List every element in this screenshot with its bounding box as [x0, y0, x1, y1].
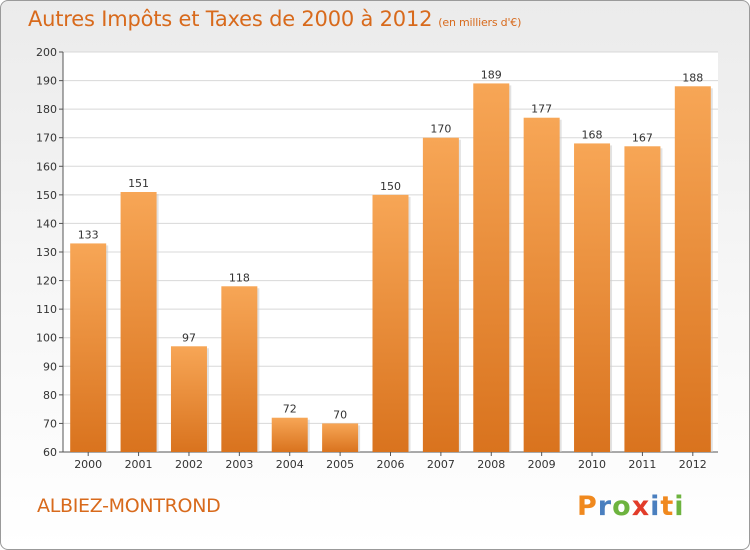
data-label: 170 — [430, 123, 451, 136]
data-label: 151 — [128, 177, 149, 190]
x-tick-label: 2000 — [74, 458, 102, 471]
x-tick-label: 2001 — [125, 458, 153, 471]
x-tick-label: 2012 — [679, 458, 707, 471]
logo-letter: r — [597, 491, 613, 522]
logo-letter: t — [660, 491, 675, 522]
y-tick-label: 200 — [36, 46, 57, 59]
x-tick-label: 2011 — [628, 458, 656, 471]
y-tick-label: 100 — [36, 332, 57, 345]
y-tick-label: 60 — [43, 446, 57, 459]
bar — [372, 194, 409, 452]
bar — [70, 243, 107, 452]
bar — [170, 346, 207, 452]
y-tick-label: 80 — [43, 389, 57, 402]
y-tick-label: 150 — [36, 189, 57, 202]
data-label: 189 — [481, 68, 502, 81]
commune-name: ALBIEZ-MONTROND — [37, 495, 221, 517]
x-tick-label: 2009 — [528, 458, 556, 471]
y-tick-label: 160 — [36, 160, 57, 173]
x-tick-label: 2010 — [578, 458, 606, 471]
data-label: 118 — [229, 271, 250, 284]
data-label: 70 — [333, 408, 347, 421]
chart-title: Autres Impôts et Taxes de 2000 à 2012 (en… — [28, 7, 521, 31]
data-label: 133 — [78, 228, 99, 241]
proxiti-logo: Proxiti — [577, 491, 685, 522]
x-tick-label: 2008 — [477, 458, 505, 471]
y-tick-label: 130 — [36, 246, 57, 259]
bar — [422, 137, 459, 452]
logo-letter: x — [631, 491, 651, 522]
y-tick-label: 90 — [43, 360, 57, 373]
data-label: 168 — [582, 128, 603, 141]
bar — [674, 86, 711, 453]
y-tick-label: 120 — [36, 275, 57, 288]
bar — [271, 417, 308, 452]
bar — [322, 423, 359, 452]
data-label: 177 — [531, 103, 552, 116]
bar — [120, 192, 157, 452]
x-tick-label: 2004 — [276, 458, 304, 471]
bar — [574, 143, 611, 452]
y-tick-label: 190 — [36, 75, 57, 88]
bar — [473, 83, 510, 452]
x-tick-label: 2005 — [326, 458, 354, 471]
data-label: 188 — [682, 71, 703, 84]
y-tick-label: 140 — [36, 217, 57, 230]
chart-unit: (en milliers d'€) — [438, 16, 522, 29]
x-tick-label: 2002 — [175, 458, 203, 471]
x-tick-label: 2007 — [427, 458, 455, 471]
data-label: 150 — [380, 180, 401, 193]
logo-letter: o — [612, 491, 632, 522]
data-label: 167 — [632, 131, 653, 144]
y-tick-label: 110 — [36, 303, 57, 316]
data-label: 72 — [283, 403, 297, 416]
bar — [221, 286, 258, 452]
bar — [624, 146, 661, 453]
chart-title-text: Autres Impôts et Taxes de 2000 à 2012 — [28, 7, 433, 31]
y-tick-label: 170 — [36, 132, 57, 145]
x-tick-label: 2006 — [377, 458, 405, 471]
y-tick-label: 70 — [43, 417, 57, 430]
logo-letter: P — [577, 491, 598, 522]
data-label: 97 — [182, 331, 196, 344]
bar — [523, 117, 560, 452]
y-tick-label: 180 — [36, 103, 57, 116]
logo-letter: i — [674, 491, 685, 522]
logo-letter: i — [650, 491, 661, 522]
x-tick-label: 2003 — [225, 458, 253, 471]
